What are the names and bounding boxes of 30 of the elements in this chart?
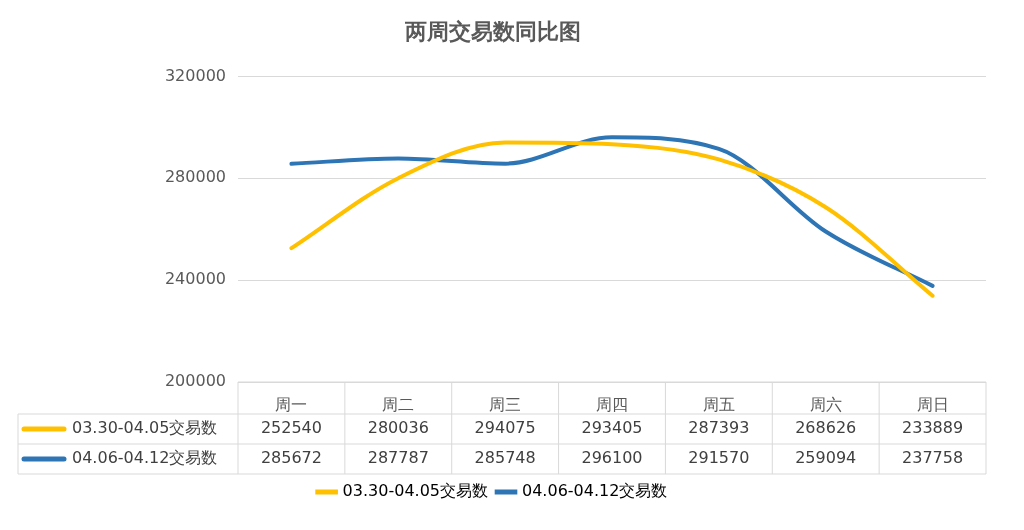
data-label: 293405 <box>581 418 643 438</box>
x-tick-label: 周四 <box>596 394 628 414</box>
data-label: 291570 <box>688 448 750 468</box>
y-tick-label: 320000 <box>164 65 226 85</box>
chart-title: 两周交易数同比图 <box>404 18 581 44</box>
text: 03.30-04.05交易数 <box>342 481 489 501</box>
legend-label: 03.30-04.05交易数 <box>72 418 218 438</box>
y-tick-label: 240000 <box>164 269 226 289</box>
data-label: 287393 <box>688 418 750 438</box>
x-tick-label: 周六 <box>809 394 842 414</box>
text: 04.06-04.12交易数 <box>522 481 668 501</box>
data-label: 259094 <box>795 448 857 468</box>
y-tick-label: 280000 <box>164 167 226 187</box>
data-label: 268626 <box>795 418 857 438</box>
y-tick-label: 200000 <box>164 371 226 391</box>
data-label: 296100 <box>581 448 643 468</box>
data-label: 237758 <box>902 448 964 468</box>
data-label: 294075 <box>474 418 536 438</box>
x-tick-label: 周一 <box>275 394 308 414</box>
data-label: 287787 <box>367 448 429 468</box>
x-tick-label: 周二 <box>382 394 415 414</box>
legend-label: 04.06-04.12交易数 <box>72 448 218 468</box>
x-tick-label: 周日 <box>916 394 949 414</box>
x-tick-label: 周五 <box>702 394 735 414</box>
data-label: 233889 <box>902 418 964 438</box>
data-label: 285748 <box>474 448 536 468</box>
data-label: 280036 <box>367 418 429 438</box>
x-tick-label: 周三 <box>489 394 522 414</box>
data-label: 252540 <box>260 418 322 438</box>
data-label: 285672 <box>260 448 322 468</box>
